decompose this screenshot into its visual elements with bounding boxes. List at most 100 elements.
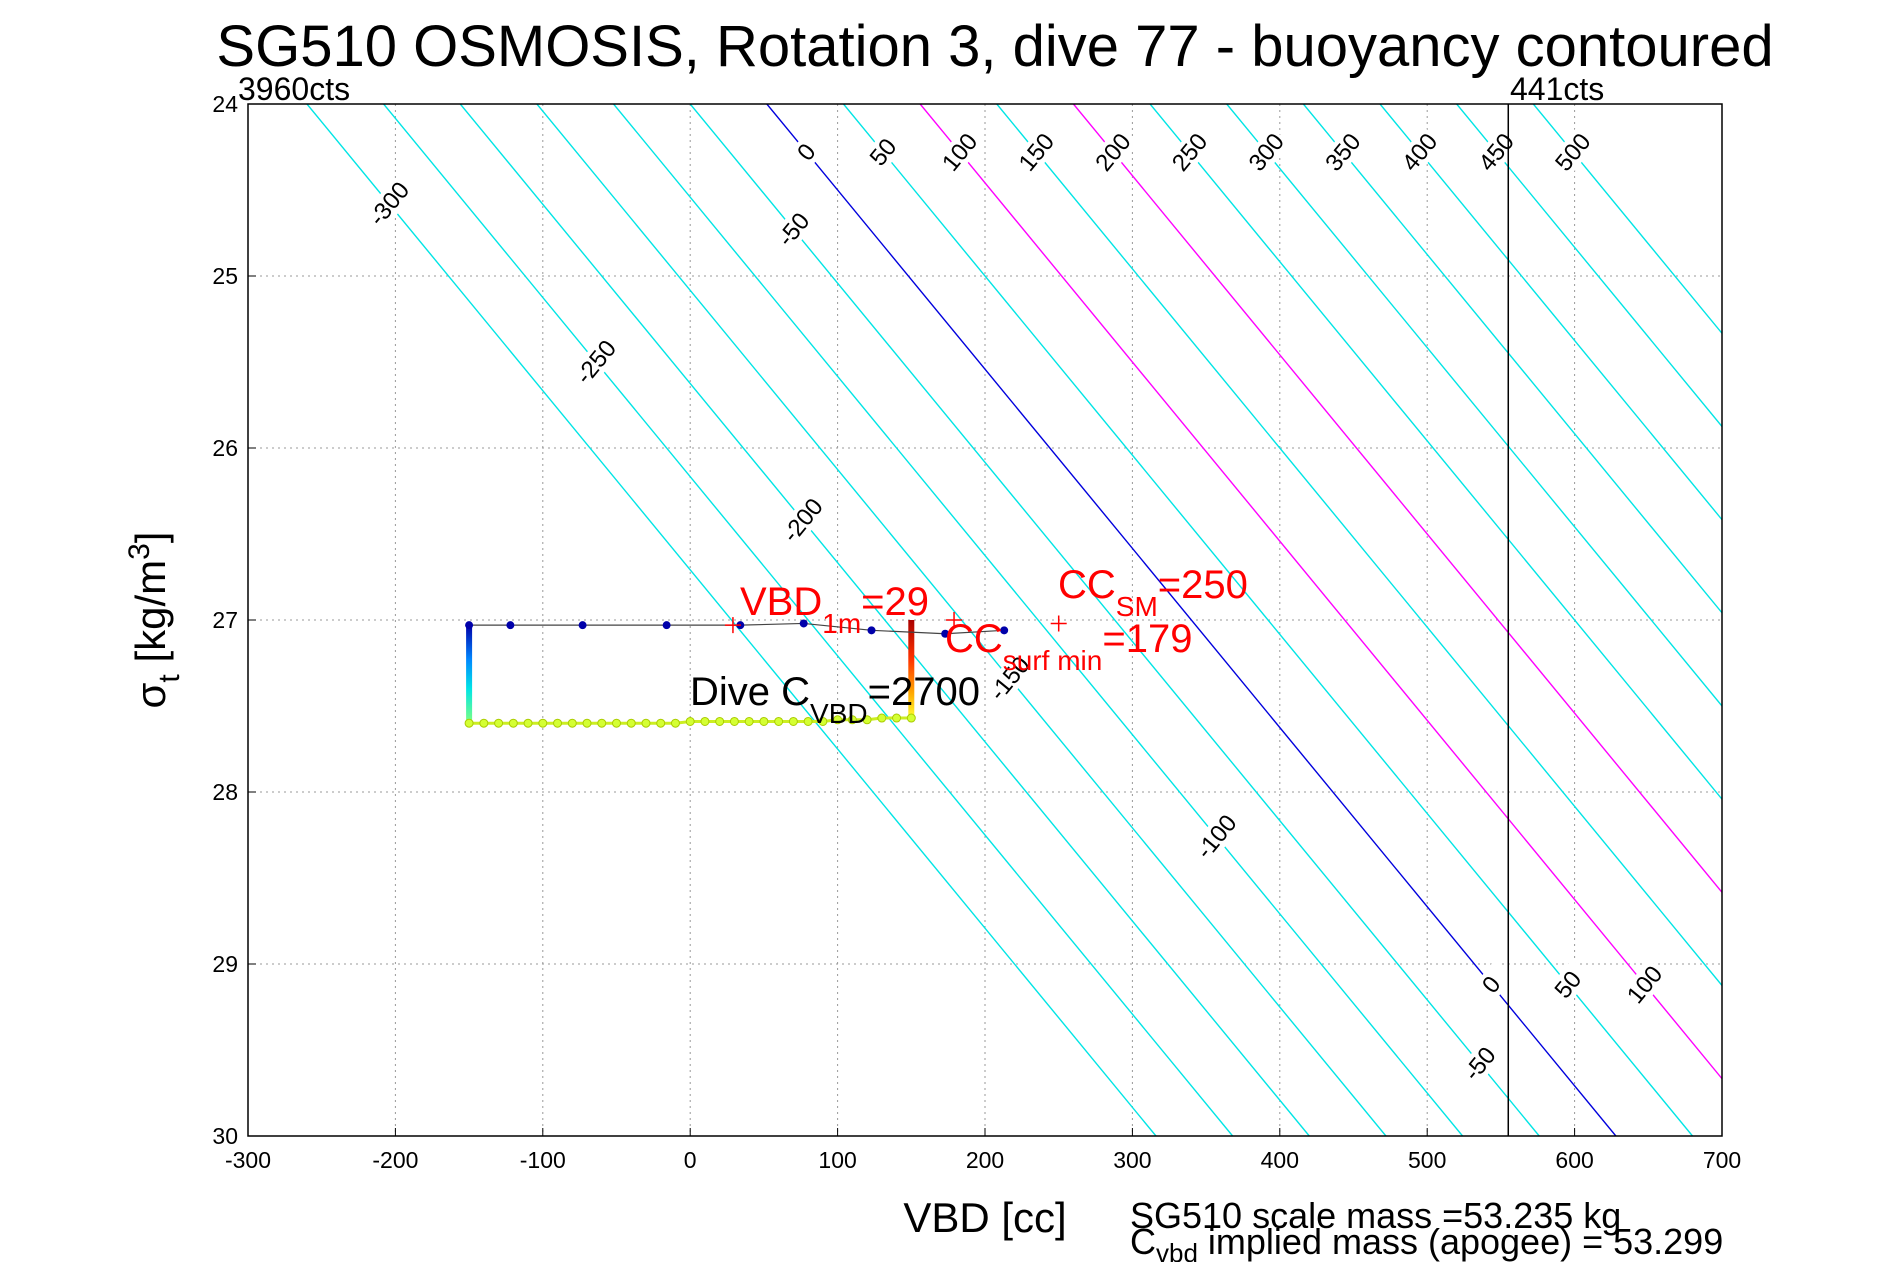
contour-label-top-3: 150 <box>1012 126 1061 178</box>
ccsurf-main: CC <box>945 617 1003 661</box>
top-point-0 <box>465 621 474 630</box>
bottom-point-15 <box>685 716 695 726</box>
footer-scale-mass: SG510 scale mass =53.235 kg <box>1130 1195 1621 1236</box>
contour-label-top-8: 400 <box>1395 126 1444 178</box>
contour-label-top-0: 0 <box>782 126 831 178</box>
bottom-point-6 <box>553 718 563 728</box>
contour-150 <box>996 104 1722 987</box>
contour-label-text-top-7: 350 <box>1320 128 1366 176</box>
x-tick-labels: -300 -200 -100 0 100 200 300 400 500 600 700 <box>225 1128 1741 1173</box>
contour-label-top-10: 500 <box>1548 126 1597 178</box>
contour--100 <box>613 104 1464 1136</box>
y-tick-5: 29 <box>212 951 238 977</box>
contour-label-top-6: 300 <box>1242 126 1291 178</box>
bottom-point-12 <box>641 718 651 728</box>
bottom-point-19 <box>744 716 754 726</box>
annotation-divec: Dive CVBD=2700 <box>690 670 980 729</box>
bottom-point-30 <box>906 713 916 723</box>
x-tick-3: 0 <box>684 1147 697 1173</box>
bottom-point-0 <box>464 718 474 728</box>
ccsm-main: CC <box>1058 563 1116 607</box>
y-tick-labels: 24 25 26 27 28 29 30 <box>212 91 256 1149</box>
marker-0 <box>724 617 741 634</box>
descent-bar <box>466 625 473 724</box>
bottom-point-18 <box>729 716 739 726</box>
footer-vbd-sub: vbd <box>1156 1238 1198 1262</box>
y-label-rest: [kg/m <box>127 560 174 674</box>
bottom-point-29 <box>892 713 902 723</box>
bottom-point-2 <box>494 718 504 728</box>
top-point-7 <box>941 629 950 638</box>
footer-implied-rest: implied mass (apogee) = 53.299 <box>1198 1221 1723 1262</box>
ccsurf-sub: surf min <box>1003 645 1103 676</box>
footer-c: C <box>1130 1221 1156 1262</box>
y-tick-0: 24 <box>212 91 238 117</box>
contour-label-bottom-0: -50 <box>1455 1038 1504 1090</box>
bottom-point-24 <box>818 716 828 726</box>
x-tick-1: -200 <box>372 1147 418 1173</box>
contour-label-bottom-1: 0 <box>1467 959 1516 1010</box>
ccsm-sub: SM <box>1116 591 1158 622</box>
footer-implied-mass: Cvbd implied mass (apogee) = 53.299 <box>1130 1221 1723 1262</box>
y-label-sigma: σ <box>127 682 174 708</box>
bottom-point-27 <box>862 715 872 725</box>
contour-label-text-top-6: 300 <box>1244 128 1290 176</box>
buoyancy-contours <box>306 104 1722 1136</box>
svg-text:σt [kg/m3]: σt [kg/m3] <box>123 532 186 709</box>
y-tick-6: 30 <box>212 1123 238 1149</box>
contour--250 <box>383 104 1234 1136</box>
bottom-point-26 <box>847 715 857 725</box>
vbd1m-main: VBD <box>740 580 822 624</box>
bottom-point-3 <box>508 718 518 728</box>
contour-label-text-top-8: 400 <box>1397 128 1443 176</box>
contour-label-text-bottom-3: 100 <box>1622 961 1668 1009</box>
contour-0 <box>766 104 1617 1136</box>
contour-label-text-top-13: -250 <box>571 335 622 389</box>
contour-400 <box>1379 104 1722 521</box>
y-label-sup: 3 <box>123 543 156 560</box>
annotation-ccsm: CCSM=250 <box>1058 563 1248 622</box>
contour--200 <box>459 104 1310 1136</box>
x-tick-8: 500 <box>1408 1147 1446 1173</box>
contour-label-top-13: -250 <box>571 335 622 389</box>
contour-200 <box>1072 104 1722 894</box>
contour-label-text-top-9: 450 <box>1474 128 1520 176</box>
top-point-2 <box>578 621 587 630</box>
contour-label-top-14: -200 <box>777 493 828 547</box>
bottom-point-22 <box>788 716 798 726</box>
x-tick-4: 100 <box>818 1147 856 1173</box>
divec-val: =2700 <box>868 670 980 714</box>
contour-label-bottom-3: 100 <box>1620 959 1669 1010</box>
x-tick-9: 600 <box>1555 1147 1593 1173</box>
x-tick-10: 700 <box>1703 1147 1741 1173</box>
ccsurf-val: =179 <box>1102 617 1192 661</box>
dive-traces <box>464 612 1067 728</box>
y-tick-1: 25 <box>212 263 238 289</box>
contour-label-text-top-10: 500 <box>1550 128 1596 176</box>
contour-label-top-1: 50 <box>859 126 908 178</box>
contour-100 <box>919 104 1722 1080</box>
vbd1m-val: =29 <box>861 580 929 624</box>
x-tick-5: 200 <box>966 1147 1004 1173</box>
x-tick-6: 300 <box>1113 1147 1151 1173</box>
divec-main: Dive C <box>690 670 810 714</box>
marker-2 <box>946 612 963 628</box>
bottom-point-13 <box>656 718 666 728</box>
contour-label-top-16: -100 <box>1191 810 1242 864</box>
contour-label-text-top-12: -300 <box>364 177 415 231</box>
contour-250 <box>1149 104 1722 801</box>
contour-450 <box>1456 104 1722 428</box>
bottom-point-10 <box>612 718 621 728</box>
contour-label-text-top-3: 150 <box>1014 128 1060 176</box>
chart-title: SG510 OSMOSIS, Rotation 3, dive 77 - buo… <box>216 14 1773 79</box>
y-label-sub: t <box>153 674 186 683</box>
bottom-point-11 <box>626 718 636 728</box>
y-label-end: ] <box>127 532 174 544</box>
x-tick-2: -100 <box>520 1147 566 1173</box>
top-point-8 <box>1000 626 1009 635</box>
bottom-point-1 <box>479 718 489 728</box>
contour-500 <box>1532 104 1722 335</box>
bottom-point-21 <box>774 716 784 726</box>
bottom-point-16 <box>700 716 710 726</box>
bottom-point-8 <box>582 718 592 728</box>
